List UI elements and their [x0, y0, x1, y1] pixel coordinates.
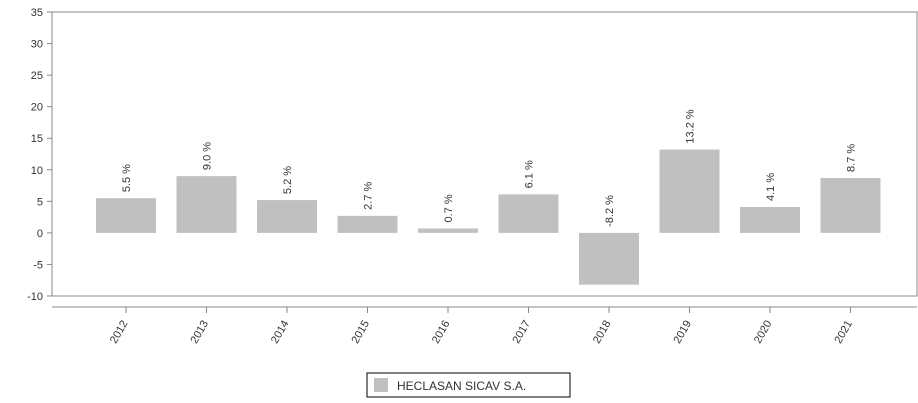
x-tick-label: 2016 — [430, 319, 453, 346]
x-tick-label: 2015 — [349, 319, 372, 346]
plot-border — [51, 11, 918, 297]
y-tick-label: 20 — [31, 102, 43, 114]
x-tick-label: 2018 — [591, 319, 614, 346]
bar-2020[interactable] — [740, 207, 800, 233]
y-tick-label: 35 — [31, 7, 43, 19]
x-tick-label: 2013 — [188, 319, 211, 346]
x-tick-label: 2014 — [269, 319, 292, 346]
x-tick-label: 2012 — [108, 319, 131, 346]
x-tick-label: 2021 — [832, 319, 855, 346]
legend[interactable]: HECLASAN SICAV S.A. — [366, 372, 571, 398]
x-axis: 2012 2013 2014 2015 2016 2017 2018 2019 2020 2021 — [52, 306, 917, 346]
data-label-2015: 2.7 % — [363, 182, 375, 210]
bar-2016[interactable] — [418, 228, 478, 233]
x-tick-label: 2019 — [671, 319, 694, 346]
legend-swatch — [374, 378, 388, 392]
y-tick-label: 5 — [37, 196, 43, 208]
y-tick-label: -5 — [33, 259, 43, 271]
y-tick-label: 30 — [31, 39, 43, 51]
data-label-2021: 8.7 % — [846, 144, 858, 172]
data-label-2012: 5.5 % — [121, 164, 133, 192]
data-label-2014: 5.2 % — [282, 166, 294, 194]
data-label-2017: 6.1 % — [524, 160, 536, 188]
plot-frame — [51, 11, 918, 297]
bar-2013[interactable] — [176, 176, 237, 233]
data-label-2019: 13.2 % — [685, 109, 697, 143]
data-label-2016: 0.7 % — [443, 194, 455, 222]
x-tick-label: 2020 — [752, 319, 775, 346]
data-label-2018: -8.2 % — [604, 195, 616, 227]
y-axis: -10 -5 0 5 10 15 20 25 30 35 — [27, 7, 52, 303]
bar-2015[interactable] — [337, 215, 398, 233]
legend-label: HECLASAN SICAV S.A. — [397, 379, 526, 393]
data-label-2020: 4.1 % — [765, 173, 777, 201]
y-tick-label: 25 — [31, 70, 43, 82]
data-label-2013: 9.0 % — [202, 142, 214, 170]
y-tick-label: 0 — [37, 228, 43, 240]
y-tick-label: -10 — [27, 291, 43, 303]
bar-2014[interactable] — [257, 200, 317, 233]
bar-2012[interactable] — [96, 198, 156, 233]
y-tick-label: 15 — [31, 133, 43, 145]
bar-2018[interactable] — [579, 232, 639, 285]
bars — [96, 149, 881, 285]
legend-box — [366, 372, 571, 398]
bar-2019[interactable] — [659, 149, 720, 233]
bar-2017[interactable] — [498, 194, 559, 233]
y-tick-label: 10 — [31, 165, 43, 177]
data-labels: 5.5 % 9.0 % 5.2 % 2.7 % 0.7 % 6.1 % -8.2 % 13.2… — [121, 109, 858, 227]
x-tick-label: 2017 — [510, 319, 533, 346]
bar-2021[interactable] — [820, 177, 881, 233]
